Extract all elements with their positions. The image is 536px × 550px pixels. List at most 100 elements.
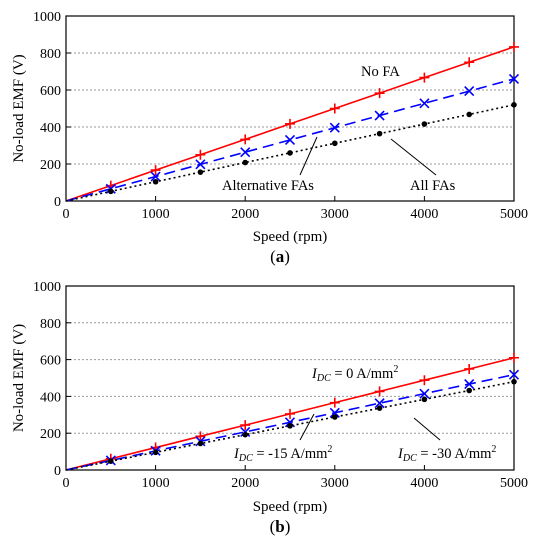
data-point xyxy=(421,121,428,127)
x-tick-label: 0 xyxy=(63,476,70,491)
x-tick-label: 0 xyxy=(63,207,70,222)
data-point xyxy=(511,378,517,385)
leader-idc-30 xyxy=(413,417,441,441)
data-point xyxy=(376,405,383,411)
annotation-all-fas: All FAs xyxy=(410,178,456,194)
data-point xyxy=(195,149,206,160)
data-point xyxy=(197,440,204,447)
data-point xyxy=(152,449,159,456)
data-point xyxy=(509,41,519,52)
data-point xyxy=(464,57,475,68)
series-line xyxy=(65,380,515,471)
data-point xyxy=(287,150,293,156)
leader-idc-15 xyxy=(299,413,315,441)
y-tick-label: 600 xyxy=(40,84,61,99)
data-point xyxy=(332,414,338,420)
data-point xyxy=(466,111,473,118)
leader-alternative-fas xyxy=(299,136,318,176)
panel-label: (b) xyxy=(270,517,291,536)
plot-frame xyxy=(65,15,515,202)
x-tick-label: 2000 xyxy=(231,207,259,222)
data-point xyxy=(419,388,430,399)
data-point xyxy=(329,397,340,408)
data-point xyxy=(108,458,114,464)
chart-panel: 0 200 400 600 800 1000 0 1000 2000 3000 4000 5000 Sp… xyxy=(11,280,528,536)
data-point xyxy=(376,130,383,137)
y-tick-label: 0 xyxy=(54,195,61,210)
data-point xyxy=(284,134,296,146)
leader-all-fas xyxy=(390,138,437,176)
data-point xyxy=(108,188,114,195)
data-point xyxy=(150,171,161,182)
y-axis-label: No-load EMF (V) xyxy=(11,324,27,432)
data-point xyxy=(508,73,520,84)
annotation-idc-30: IDC = -30 A/mm2 xyxy=(397,444,496,464)
data-point xyxy=(419,375,430,386)
data-point xyxy=(464,86,475,97)
data-point xyxy=(464,363,475,374)
x-tick-label: 5000 xyxy=(500,207,528,222)
x-tick-label: 1000 xyxy=(142,207,170,222)
x-tick-label: 4000 xyxy=(410,476,438,491)
data-point xyxy=(197,169,204,175)
y-tick-label: 800 xyxy=(40,317,61,332)
x-tick-label: 3000 xyxy=(321,207,349,222)
data-point xyxy=(374,398,385,409)
data-point xyxy=(329,103,340,114)
data-point xyxy=(419,98,430,109)
data-point xyxy=(240,134,251,145)
data-point xyxy=(508,369,520,380)
data-point xyxy=(464,379,475,390)
data-point xyxy=(242,159,248,166)
data-point xyxy=(466,387,473,394)
panel-label: (a) xyxy=(270,247,290,266)
y-tick-label: 0 xyxy=(54,464,61,479)
data-point xyxy=(332,140,338,147)
x-tick-label: 4000 xyxy=(410,207,438,222)
data-point xyxy=(287,423,293,429)
data-point xyxy=(285,408,295,419)
series-line xyxy=(65,78,515,202)
data-point xyxy=(374,386,385,397)
plot-frame xyxy=(65,285,515,471)
x-tick-label: 3000 xyxy=(321,476,349,491)
annotations-panel-a: No FA Alternative FAs All FAs xyxy=(222,64,456,194)
y-tick-label: 800 xyxy=(40,47,61,62)
y-tick-label: 400 xyxy=(40,390,61,405)
annotation-alternative-fas: Alternative FAs xyxy=(222,178,314,194)
y-tick-label: 200 xyxy=(40,158,61,173)
y-tick-label: 200 xyxy=(40,427,61,442)
y-axis-label: No-load EMF (V) xyxy=(11,54,27,162)
x-tick-label: 1000 xyxy=(142,476,170,491)
data-point xyxy=(374,88,385,99)
data-point xyxy=(195,159,206,170)
y-tick-label: 400 xyxy=(40,121,61,136)
data-point xyxy=(419,72,430,83)
x-tick-label: 5000 xyxy=(500,476,528,491)
annotation-idc-15: IDC = -15 A/mm2 xyxy=(233,444,332,464)
data-point xyxy=(329,407,340,418)
x-tick-label: 2000 xyxy=(231,476,259,491)
data-point xyxy=(329,122,340,133)
data-point xyxy=(374,110,385,121)
y-tick-label: 1000 xyxy=(33,280,61,295)
data-point xyxy=(242,431,248,438)
y-tick-label: 600 xyxy=(40,354,61,369)
x-axis-label: Speed (rpm) xyxy=(253,229,328,245)
data-point xyxy=(240,147,251,158)
data-point xyxy=(285,118,295,129)
data-point xyxy=(152,178,159,185)
series-line xyxy=(65,104,515,202)
data-point xyxy=(195,431,206,442)
data-point xyxy=(240,420,251,431)
chart-panel: 0 200 400 600 800 1000 0 1000 2000 3000 4000 5000 Sp… xyxy=(11,10,528,266)
annotation-no-fa: No FA xyxy=(361,64,400,80)
annotation-idc-0: IDC = 0 A/mm2 xyxy=(311,364,398,384)
x-axis-label: Speed (rpm) xyxy=(253,499,328,515)
y-tick-label: 1000 xyxy=(33,10,61,25)
data-point xyxy=(421,396,428,403)
data-point xyxy=(150,165,161,176)
annotations-panel-b: IDC = 0 A/mm2 IDC = -15 A/mm2 IDC = -30 … xyxy=(233,364,496,464)
